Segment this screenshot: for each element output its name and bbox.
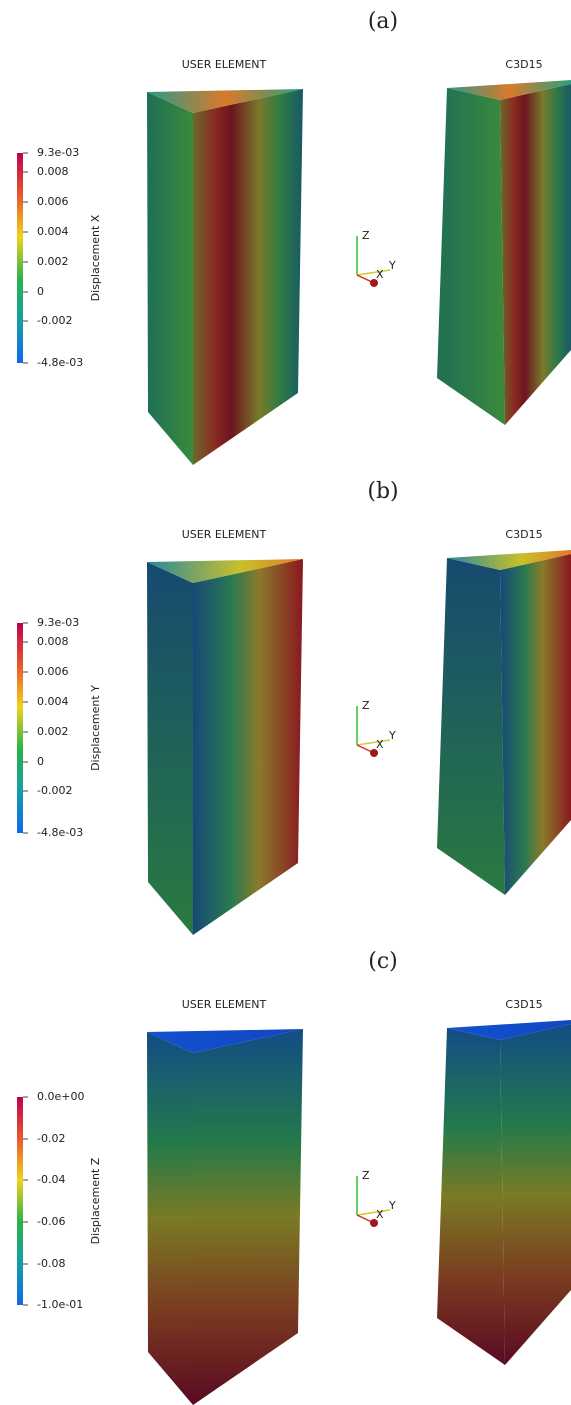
colorbar xyxy=(17,1097,23,1305)
prism-face xyxy=(147,1032,193,1405)
colorbar-tick-label: -0.002 xyxy=(37,784,72,797)
colorbar xyxy=(17,153,23,363)
colorbar-tick-label: 0.006 xyxy=(37,195,69,208)
figure: (a) USER ELEMENT C3D15 9.3e-03 0.008 0.006 0.0… xyxy=(0,0,571,1405)
colorbar-tick-label: -0.002 xyxy=(37,314,72,327)
prism-face xyxy=(500,554,571,895)
axis-y xyxy=(357,740,390,745)
colorbar-tick-label: 0 xyxy=(37,285,44,298)
prism-face xyxy=(193,89,303,465)
axis-label: X xyxy=(376,738,384,751)
view-title: C3D15 xyxy=(505,998,542,1011)
colorbar-tick-label: -0.04 xyxy=(37,1173,65,1186)
axis-label: Y xyxy=(388,1199,396,1212)
axis-label: Z xyxy=(362,699,370,712)
view-title: USER ELEMENT xyxy=(182,998,267,1011)
view-title: USER ELEMENT xyxy=(182,58,267,71)
colorbar-tick-label: 0.002 xyxy=(37,255,69,268)
colorbar-tick-label: 0.0e+00 xyxy=(37,1090,84,1103)
axis-label: Y xyxy=(388,729,396,742)
colorbar-tick-label: -0.08 xyxy=(37,1257,65,1270)
colorbar-tick-label: 0.006 xyxy=(37,665,69,678)
prism-face xyxy=(500,1024,571,1365)
prism-face xyxy=(437,558,505,895)
prism-face xyxy=(147,92,193,465)
colorbar-tick-label: -0.02 xyxy=(37,1132,65,1145)
colorbar-tick-label: 0.004 xyxy=(37,225,69,238)
panel-label: (a) xyxy=(368,9,398,34)
colorbar-tick-label: 9.3e-03 xyxy=(37,616,79,629)
axis-label: Y xyxy=(388,259,396,272)
colorbar-tick-label: 0.002 xyxy=(37,725,69,738)
panel: (b) USER ELEMENT C3D15 9.3e-03 0.008 0.006 0.0… xyxy=(17,479,571,935)
panel-label: (c) xyxy=(368,949,398,974)
colorbar-title: Displacement Z xyxy=(89,1157,102,1244)
colorbar-tick-label: 0.004 xyxy=(37,695,69,708)
prism-face xyxy=(500,84,571,425)
axis-label: Z xyxy=(362,229,370,242)
panel-label: (b) xyxy=(367,479,398,504)
colorbar-title: Displacement Y xyxy=(89,685,102,771)
view-title: C3D15 xyxy=(505,528,542,541)
view-title: USER ELEMENT xyxy=(182,528,267,541)
colorbar-tick-label: 9.3e-03 xyxy=(37,146,79,159)
axis-label: Z xyxy=(362,1169,370,1182)
colorbar-title: Displacement X xyxy=(89,214,102,301)
colorbar-tick-label: 0.008 xyxy=(37,165,69,178)
axis-label: X xyxy=(376,1208,384,1221)
axis-y xyxy=(357,1210,390,1215)
prism-face xyxy=(193,559,303,935)
panel: (a) USER ELEMENT C3D15 9.3e-03 0.008 0.006 0.0… xyxy=(17,9,571,465)
prism-face xyxy=(437,88,505,425)
prism-face xyxy=(147,562,193,935)
colorbar-tick-label: -4.8e-03 xyxy=(37,826,83,839)
prism-face xyxy=(193,1029,303,1405)
axis-y xyxy=(357,270,390,275)
view-title: C3D15 xyxy=(505,58,542,71)
colorbar-tick-label: -4.8e-03 xyxy=(37,356,83,369)
axis-label: X xyxy=(376,268,384,281)
colorbar xyxy=(17,623,23,833)
colorbar-tick-label: 0.008 xyxy=(37,635,69,648)
colorbar-tick-label: -1.0e-01 xyxy=(37,1298,83,1311)
colorbar-tick-label: 0 xyxy=(37,755,44,768)
colorbar-tick-label: -0.06 xyxy=(37,1215,65,1228)
panel: (c) USER ELEMENT C3D15 0.0e+00 -0.02 -0.04 -0.… xyxy=(17,949,571,1405)
prism-face xyxy=(437,1028,505,1365)
